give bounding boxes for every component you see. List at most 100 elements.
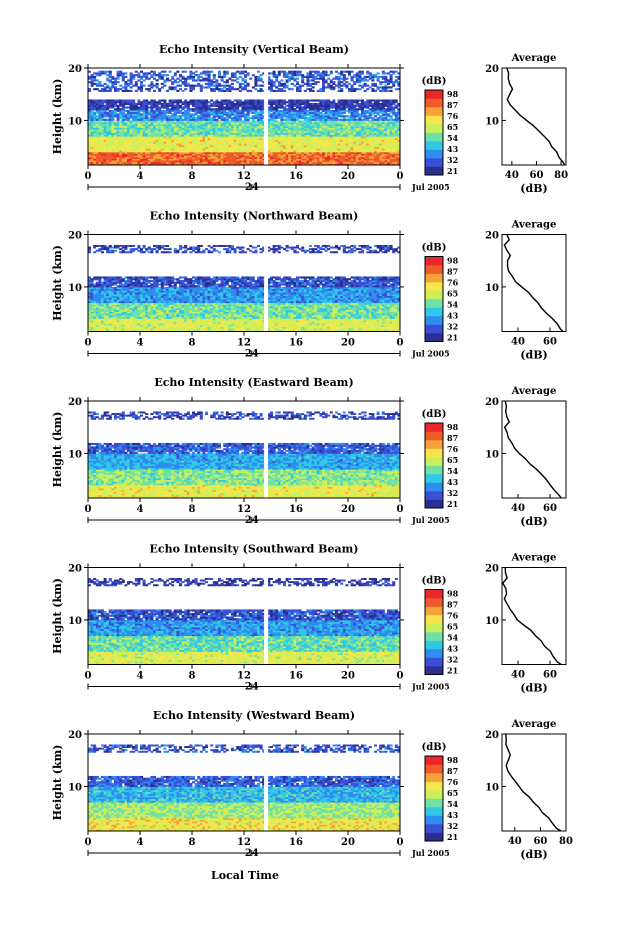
heatmap-cell	[316, 156, 320, 159]
heatmap-cell	[303, 109, 307, 113]
heatmap-cell	[262, 146, 266, 149]
heatmap-cell	[389, 118, 393, 121]
heatmap-cell	[285, 161, 289, 164]
heatmap-cell	[342, 150, 346, 153]
heatmap-cell	[327, 84, 331, 87]
heatmap-cell	[288, 102, 292, 106]
heatmap-cell	[301, 79, 305, 82]
heatmap-cell	[345, 141, 349, 144]
heatmap-cell	[376, 160, 380, 163]
heatmap-cell	[95, 109, 99, 113]
heatmap-cell	[199, 88, 203, 91]
heatmap-cell	[277, 89, 281, 92]
heatmap-cell	[194, 99, 198, 102]
heatmap-cell	[106, 125, 110, 128]
heatmap-cell	[233, 134, 237, 137]
heatmap-cell	[329, 127, 333, 130]
heatmap-cell	[202, 132, 206, 135]
heatmap-cell	[363, 106, 367, 109]
heatmap-cell	[147, 148, 151, 151]
heatmap-cell	[160, 113, 164, 116]
heatmap-cell	[179, 115, 182, 118]
heatmap-cell	[225, 89, 229, 92]
heatmap-cell	[345, 127, 349, 130]
heatmap-cell	[238, 150, 242, 153]
heatmap-cell	[342, 102, 346, 106]
heatmap-cell	[394, 161, 398, 164]
heatmap-cell	[220, 89, 224, 92]
heatmap-cell	[272, 84, 276, 87]
heatmap-cell	[296, 86, 299, 89]
heatmap-cell	[389, 160, 393, 163]
heatmap-cell	[223, 160, 227, 163]
heatmap-cell	[140, 101, 143, 104]
heatmap-cell	[88, 109, 91, 113]
heatmap-cell	[283, 111, 286, 114]
heatmap-cell	[103, 151, 107, 154]
heatmap-cell	[166, 144, 169, 148]
heatmap-cell	[140, 160, 143, 163]
heatmap-cell	[108, 148, 112, 151]
heatmap-cell	[184, 123, 188, 127]
heatmap-cell	[301, 116, 305, 120]
heatmap-cell	[337, 118, 341, 121]
heatmap-cell	[340, 111, 344, 114]
heatmap-cell	[309, 134, 312, 137]
heatmap-cell	[361, 148, 364, 151]
heatmap-cell	[220, 136, 224, 139]
heatmap-cell	[381, 134, 385, 137]
heatmap-cell	[301, 123, 305, 127]
heatmap-cell	[108, 106, 112, 109]
heatmap-cell	[197, 143, 201, 146]
heatmap-cell	[353, 132, 357, 135]
heatmap-cell	[129, 108, 133, 111]
heatmap-cell	[397, 141, 401, 144]
heatmap-cell	[160, 163, 164, 166]
heatmap-cell	[218, 163, 221, 166]
heatmap-cell	[249, 156, 253, 159]
heatmap-cell	[327, 136, 331, 139]
heatmap-cell	[327, 127, 331, 130]
heatmap-cell	[124, 81, 128, 84]
heatmap-cell	[181, 106, 185, 109]
heatmap-cell	[251, 137, 255, 141]
heatmap-cell	[166, 141, 169, 144]
heatmap-cell	[348, 137, 351, 141]
heatmap-cell	[259, 104, 263, 107]
heatmap-cell	[132, 160, 136, 163]
heatmap-cell	[381, 127, 385, 130]
heatmap-cell	[228, 101, 232, 104]
heatmap-cell	[202, 144, 206, 148]
heatmap-cell	[298, 129, 302, 132]
heatmap-cell	[134, 116, 138, 120]
heatmap-cell	[142, 146, 146, 149]
heatmap-cell	[387, 89, 390, 92]
heatmap-cell	[345, 118, 349, 121]
heatmap-cell	[223, 86, 227, 89]
heatmap-cell	[114, 130, 117, 134]
heatmap-cell	[337, 113, 341, 116]
heatmap-cell	[158, 108, 162, 111]
heatmap-cell	[223, 111, 227, 114]
heatmap-cell	[290, 163, 294, 166]
heatmap-cell	[254, 77, 258, 80]
heatmap-cell	[166, 104, 169, 107]
heatmap-cell	[257, 115, 260, 118]
heatmap-cell	[288, 106, 292, 109]
heatmap-cell	[220, 130, 224, 134]
heatmap-cell	[116, 77, 120, 80]
heatmap-cell	[306, 156, 310, 159]
heatmap-cell	[119, 115, 123, 118]
heatmap-cell	[244, 115, 247, 118]
heatmap-cell	[134, 146, 138, 149]
heatmap-cell	[88, 156, 91, 159]
heatmap-cell	[121, 139, 125, 142]
heatmap-cell	[238, 109, 242, 113]
heatmap-cell	[166, 79, 169, 82]
heatmap-cell	[101, 161, 104, 164]
heatmap-cell	[366, 125, 370, 128]
heatmap-cell	[293, 129, 297, 132]
heatmap-cell	[124, 106, 128, 109]
heatmap-cell	[101, 118, 104, 121]
heatmap-cell	[340, 155, 344, 158]
